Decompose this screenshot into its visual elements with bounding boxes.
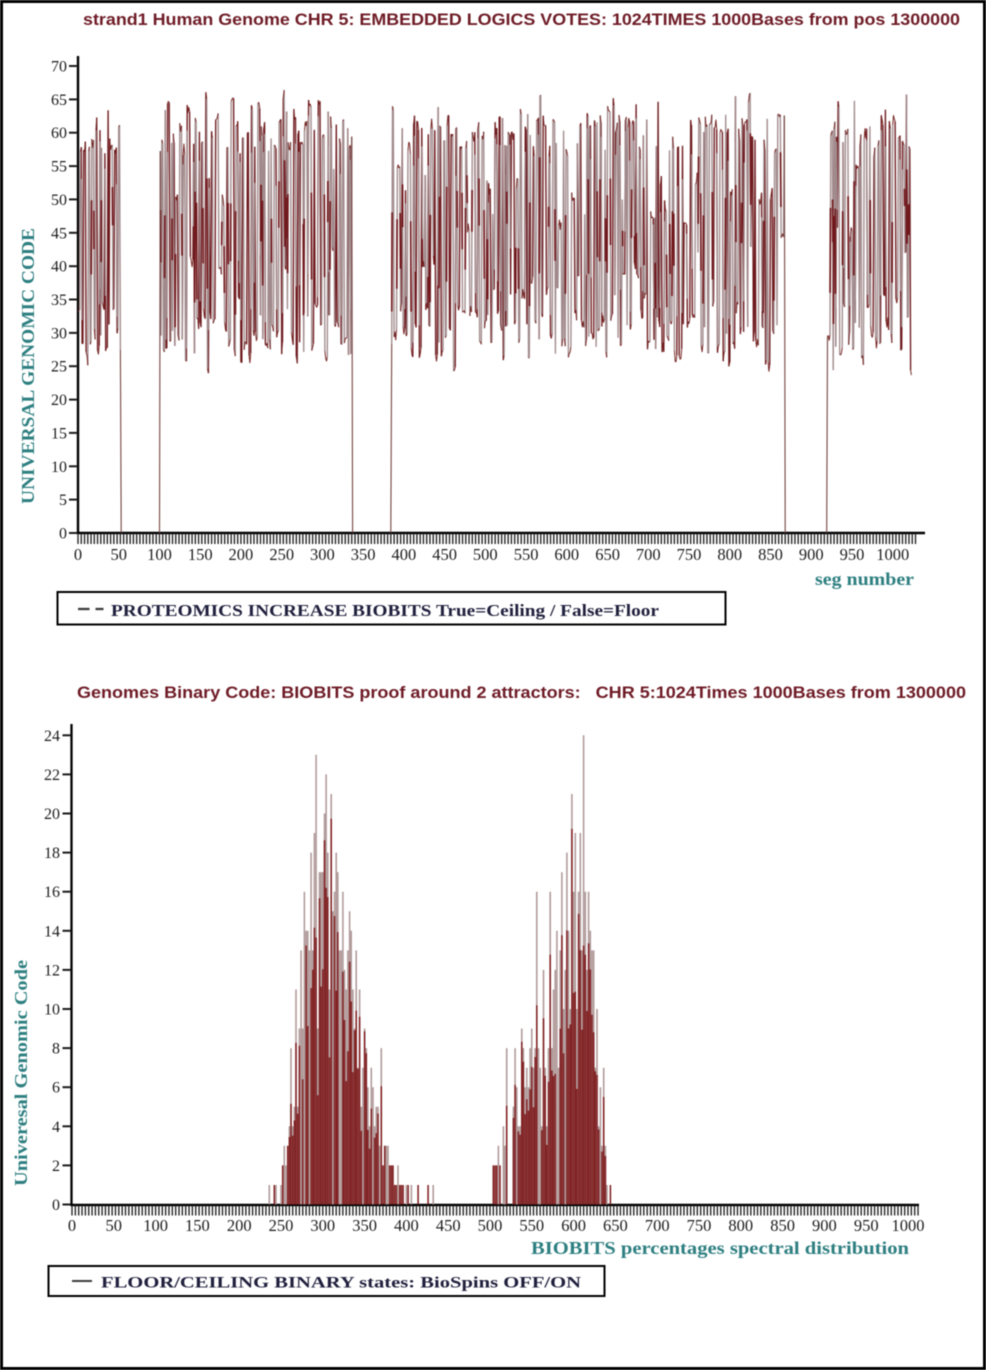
svg-text:UNIVERSAL GENOMIC CODE: UNIVERSAL GENOMIC CODE xyxy=(18,228,38,504)
svg-text:50: 50 xyxy=(110,545,127,564)
svg-text:14: 14 xyxy=(44,923,60,940)
svg-text:900: 900 xyxy=(799,545,824,564)
svg-text:600: 600 xyxy=(561,1216,586,1235)
svg-text:100: 100 xyxy=(147,545,172,564)
svg-text:0: 0 xyxy=(52,1197,60,1214)
svg-text:seg number: seg number xyxy=(815,569,914,589)
svg-text:400: 400 xyxy=(392,545,417,564)
svg-text:35: 35 xyxy=(51,292,67,309)
svg-text:1000: 1000 xyxy=(892,1216,925,1235)
svg-text:150: 150 xyxy=(188,545,213,564)
svg-text:12: 12 xyxy=(44,962,60,979)
svg-text:16: 16 xyxy=(44,884,60,901)
svg-text:20: 20 xyxy=(44,806,60,823)
svg-text:70: 70 xyxy=(51,59,67,76)
svg-text:850: 850 xyxy=(758,545,783,564)
svg-text:45: 45 xyxy=(51,225,67,242)
svg-text:50: 50 xyxy=(106,1216,123,1235)
svg-text:4: 4 xyxy=(52,1119,60,1136)
svg-text:750: 750 xyxy=(687,1216,712,1235)
svg-text:200: 200 xyxy=(229,545,254,564)
svg-text:FLOOR/CEILING BINARY states: B: FLOOR/CEILING BINARY states: BioSpins OF… xyxy=(101,1275,582,1292)
svg-text:0: 0 xyxy=(68,1216,76,1235)
svg-text:65: 65 xyxy=(51,92,67,109)
svg-text:Univeresal Genomic Code: Univeresal Genomic Code xyxy=(11,960,31,1186)
svg-text:Genomes Binary Code: BIOBITS p: Genomes Binary Code: BIOBITS proof aroun… xyxy=(77,684,966,702)
svg-text:10: 10 xyxy=(44,1002,60,1019)
svg-text:700: 700 xyxy=(636,545,661,564)
svg-text:350: 350 xyxy=(352,1216,377,1235)
svg-text:PROTEOMICS INCREASE BIOBITS Tr: PROTEOMICS INCREASE BIOBITS True=Ceiling… xyxy=(111,601,660,620)
svg-text:300: 300 xyxy=(310,545,335,564)
svg-text:5: 5 xyxy=(59,492,67,509)
svg-text:300: 300 xyxy=(310,1216,335,1235)
svg-text:1000: 1000 xyxy=(876,545,909,564)
svg-text:100: 100 xyxy=(143,1216,168,1235)
svg-text:18: 18 xyxy=(44,845,60,862)
svg-text:750: 750 xyxy=(677,545,702,564)
svg-text:10: 10 xyxy=(51,459,67,476)
svg-text:950: 950 xyxy=(854,1216,879,1235)
svg-text:250: 250 xyxy=(269,545,294,564)
svg-text:60: 60 xyxy=(51,125,67,142)
svg-text:800: 800 xyxy=(728,1216,753,1235)
svg-text:BIOBITS percentages spectral d: BIOBITS percentages spectral distributio… xyxy=(531,1238,909,1258)
svg-text:20: 20 xyxy=(51,392,67,409)
svg-text:24: 24 xyxy=(44,728,60,745)
svg-text:15: 15 xyxy=(51,425,67,442)
svg-text:950: 950 xyxy=(840,545,865,564)
svg-text:0: 0 xyxy=(59,526,67,543)
svg-text:850: 850 xyxy=(770,1216,795,1235)
svg-text:2: 2 xyxy=(52,1158,60,1175)
svg-text:700: 700 xyxy=(645,1216,670,1235)
svg-text:650: 650 xyxy=(603,1216,628,1235)
svg-text:250: 250 xyxy=(269,1216,294,1235)
svg-text:350: 350 xyxy=(351,545,376,564)
svg-text:900: 900 xyxy=(812,1216,837,1235)
svg-text:150: 150 xyxy=(185,1216,210,1235)
svg-text:30: 30 xyxy=(51,325,67,342)
svg-text:22: 22 xyxy=(44,767,60,784)
svg-text:800: 800 xyxy=(717,545,742,564)
svg-text:450: 450 xyxy=(432,545,457,564)
svg-text:50: 50 xyxy=(51,192,67,209)
svg-text:650: 650 xyxy=(595,545,620,564)
svg-text:40: 40 xyxy=(51,259,67,276)
svg-text:0: 0 xyxy=(74,545,82,564)
svg-text:600: 600 xyxy=(554,545,579,564)
svg-text:500: 500 xyxy=(478,1216,503,1235)
svg-text:550: 550 xyxy=(519,1216,544,1235)
svg-text:55: 55 xyxy=(51,159,67,176)
svg-text:25: 25 xyxy=(51,359,67,376)
svg-text:450: 450 xyxy=(436,1216,461,1235)
svg-text:500: 500 xyxy=(473,545,498,564)
svg-text:200: 200 xyxy=(227,1216,252,1235)
svg-text:550: 550 xyxy=(514,545,539,564)
svg-text:400: 400 xyxy=(394,1216,419,1235)
svg-text:strand1 Human Genome CHR 5: EM: strand1 Human Genome CHR 5: EMBEDDED LOG… xyxy=(83,11,960,29)
svg-text:6: 6 xyxy=(52,1080,60,1097)
svg-text:8: 8 xyxy=(52,1041,60,1058)
